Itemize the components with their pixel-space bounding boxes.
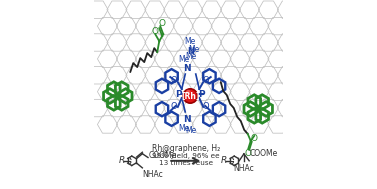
Text: O: O: [202, 76, 209, 84]
Circle shape: [183, 89, 198, 103]
Text: P: P: [198, 90, 205, 98]
Text: N: N: [184, 64, 191, 73]
Text: N: N: [184, 115, 191, 124]
Text: R: R: [119, 156, 125, 165]
Text: O: O: [171, 76, 178, 84]
Text: 99% yield, 96% ee: 99% yield, 96% ee: [152, 153, 219, 159]
Text: O: O: [202, 102, 209, 112]
Text: R: R: [221, 156, 227, 165]
Text: NHAc: NHAc: [233, 164, 254, 173]
Text: O: O: [244, 149, 251, 158]
Circle shape: [186, 90, 190, 94]
Text: O: O: [159, 19, 166, 28]
Text: O: O: [152, 27, 159, 36]
Text: Me: Me: [178, 124, 189, 133]
Text: COOMe: COOMe: [250, 149, 278, 158]
Text: Me: Me: [188, 45, 200, 54]
Text: P: P: [175, 90, 182, 98]
Text: O: O: [171, 102, 178, 112]
Text: [Rh]: [Rh]: [181, 91, 199, 101]
Text: N: N: [188, 47, 195, 56]
Text: O: O: [251, 134, 258, 143]
Text: NHAc: NHAc: [143, 170, 163, 179]
Text: Me: Me: [185, 52, 196, 61]
Text: 13 times reuse: 13 times reuse: [159, 160, 213, 166]
Text: Me: Me: [178, 55, 189, 64]
Text: Rh@graphene, H₂: Rh@graphene, H₂: [152, 144, 220, 153]
Text: Me: Me: [185, 126, 196, 135]
Text: COOMe: COOMe: [149, 151, 177, 160]
Text: Me: Me: [185, 37, 196, 46]
